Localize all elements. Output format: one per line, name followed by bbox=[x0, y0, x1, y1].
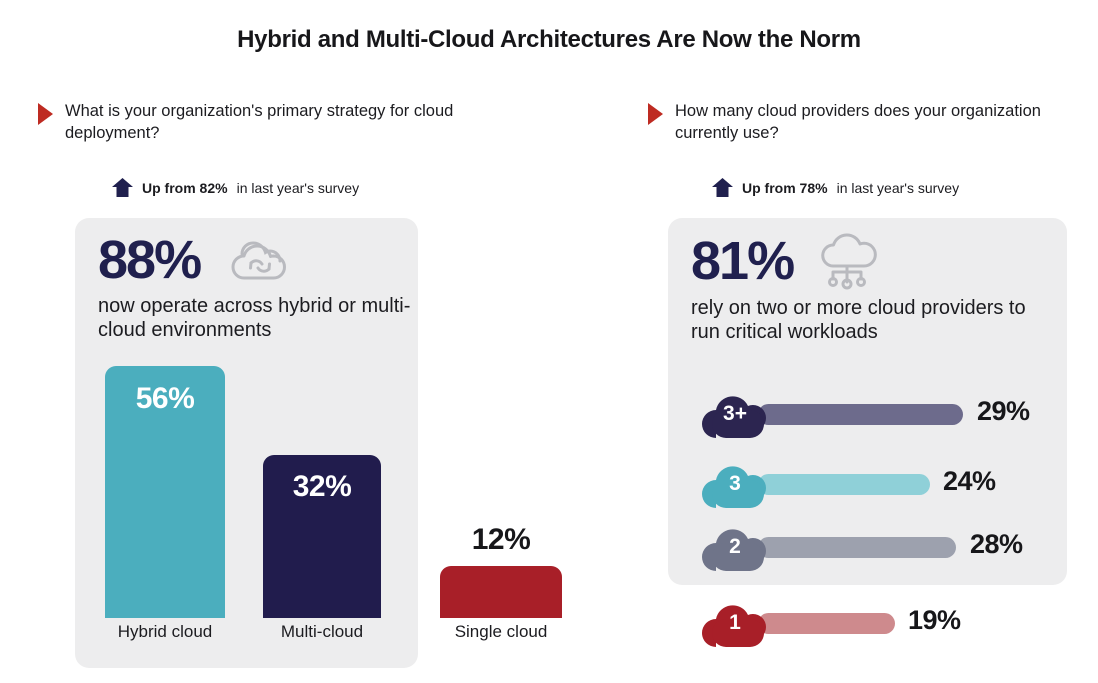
upfrom-left-bold: Up from 82% bbox=[142, 179, 228, 196]
stat-left-number: 88% bbox=[98, 230, 202, 290]
triangle-bullet-icon bbox=[648, 103, 663, 125]
bar-hybrid-value: 56% bbox=[135, 382, 195, 415]
bar-hybrid-label: Hybrid cloud bbox=[117, 622, 213, 641]
panel-left: What is your organization's primary stra… bbox=[38, 100, 562, 668]
bar-multi-cloud bbox=[263, 455, 381, 618]
bar-hybrid-cloud bbox=[105, 366, 225, 618]
cloud-badge-icon bbox=[702, 529, 766, 571]
question-right-text: How many cloud providers does your organ… bbox=[675, 102, 1041, 143]
arrow-up-icon bbox=[112, 178, 133, 197]
row-2-track bbox=[758, 537, 956, 558]
bar-multi-value: 32% bbox=[292, 470, 352, 503]
arrow-up-icon bbox=[712, 178, 733, 197]
cloud-badge-icon bbox=[702, 396, 766, 438]
stat-left: 88% now operate across hybrid or multi-c… bbox=[98, 232, 418, 342]
bar-multi-label: Multi-cloud bbox=[280, 622, 364, 641]
upfrom-right: Up from 78% in last year's survey bbox=[712, 178, 959, 197]
row-3-value: 24% bbox=[943, 466, 996, 496]
stat-right-caption: rely on two or more cloud providers to r… bbox=[691, 297, 1026, 343]
cloud-network-icon bbox=[821, 233, 877, 290]
question-left: What is your organization's primary stra… bbox=[38, 100, 508, 145]
panel-right: How many cloud providers does your organ… bbox=[620, 0, 1098, 683]
upfrom-right-bold: Up from 78% bbox=[742, 179, 828, 196]
page-title: Hybrid and Multi-Cloud Architectures Are… bbox=[237, 26, 861, 53]
row-3plus-value: 29% bbox=[977, 396, 1030, 426]
stat-right-number: 81% bbox=[691, 231, 795, 291]
row-1-value: 19% bbox=[908, 605, 961, 635]
question-right: How many cloud providers does your organ… bbox=[648, 100, 1068, 145]
question-left-text: What is your organization's primary stra… bbox=[65, 102, 454, 143]
stat-right: 81% rely on two or more cloud providers … bbox=[691, 232, 1031, 344]
triangle-bullet-icon bbox=[38, 103, 53, 125]
upfrom-left: Up from 82% in last year's survey bbox=[112, 178, 359, 197]
bar-single-label: Single cloud bbox=[454, 622, 548, 641]
cloud-badge-icon bbox=[702, 466, 766, 508]
row-3plus-track bbox=[758, 404, 963, 425]
cloud-sync-icon bbox=[231, 241, 287, 280]
row-2-value: 28% bbox=[970, 529, 1023, 559]
bar-single-cloud bbox=[440, 566, 562, 618]
bar-single-value: 12% bbox=[471, 523, 531, 556]
upfrom-left-rest: in last year's survey bbox=[236, 179, 360, 196]
upfrom-right-rest: in last year's survey bbox=[836, 179, 960, 196]
stat-left-caption: now operate across hybrid or multi-cloud… bbox=[98, 295, 411, 341]
row-3-track bbox=[758, 474, 930, 495]
cloud-badge-icon bbox=[702, 605, 766, 647]
row-1-track bbox=[758, 613, 895, 634]
